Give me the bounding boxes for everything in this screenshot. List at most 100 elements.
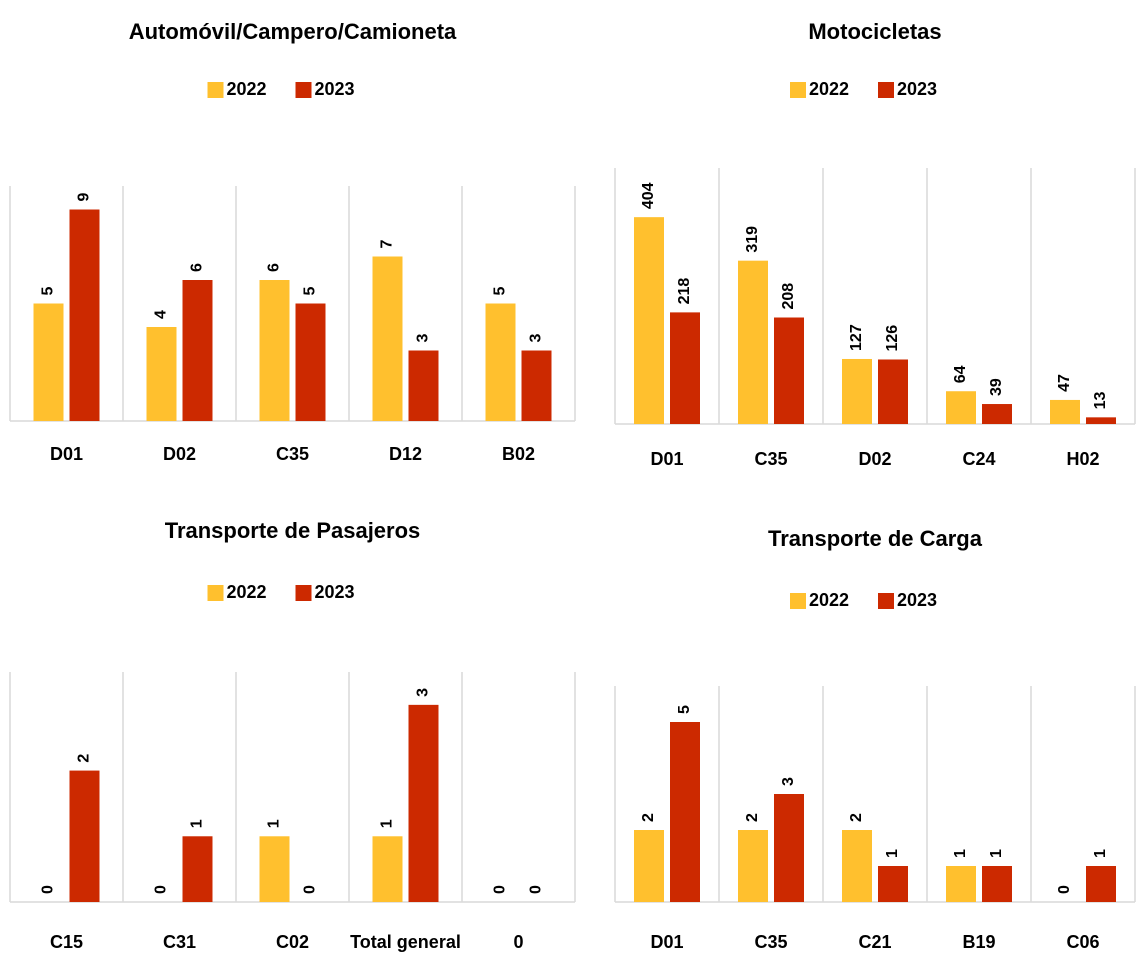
chart: Transporte de Carga 2022 2023 D01 2 5 C35 2 3 C21… (614, 526, 1136, 952)
legend-label: 2023 (315, 582, 355, 602)
data-label: 0 (153, 885, 170, 894)
chart: Motocicletas 2022 2023 D01 404 218 C35 319 208 D0… (614, 19, 1136, 469)
chart-title: Transporte de Carga (768, 526, 983, 551)
bar (69, 209, 100, 421)
data-label: 208 (780, 283, 797, 310)
data-label: 4 (153, 310, 170, 319)
x-tick-label: C35 (276, 444, 309, 464)
legend-swatch (790, 593, 806, 609)
bar (842, 830, 872, 902)
legend-swatch (207, 82, 224, 98)
data-label: 1 (379, 819, 396, 828)
x-tick-label: B02 (502, 444, 535, 464)
bar (634, 217, 664, 424)
bar (878, 866, 908, 902)
legend-label: 2022 (809, 590, 849, 610)
data-label: 1 (988, 849, 1005, 858)
bar (670, 722, 700, 902)
bar (842, 358, 872, 424)
data-label: 1 (266, 819, 283, 828)
x-tick-label: C06 (1066, 932, 1099, 952)
chart-title: Motocicletas (808, 19, 941, 44)
bar (738, 830, 768, 902)
data-label: 404 (640, 182, 657, 209)
data-label: 3 (528, 334, 545, 343)
data-label: 5 (492, 287, 509, 296)
bar (738, 260, 768, 424)
bar (774, 794, 804, 902)
bar (521, 350, 552, 421)
x-tick-label: D01 (50, 444, 83, 464)
bar (372, 256, 403, 421)
data-label: 1 (1092, 849, 1109, 858)
bar (670, 312, 700, 424)
x-tick-label: C31 (163, 932, 196, 952)
chart: Transporte de Pasajeros 2022 2023 C15 0 2 C31 0… (9, 518, 576, 952)
data-label: 126 (884, 325, 901, 352)
data-label: 2 (76, 754, 93, 763)
bar (634, 830, 664, 902)
bar (146, 327, 177, 421)
x-tick-label: C21 (858, 932, 891, 952)
bar (946, 866, 976, 902)
data-label: 64 (952, 365, 969, 383)
x-tick-label: C35 (754, 449, 787, 469)
data-label: 47 (1056, 374, 1073, 392)
bar (878, 359, 908, 424)
bar (259, 280, 290, 421)
x-tick-label: C35 (754, 932, 787, 952)
data-label: 218 (676, 278, 693, 305)
data-label: 127 (848, 324, 865, 351)
data-label: 6 (189, 263, 206, 272)
x-tick-label: H02 (1066, 449, 1099, 469)
data-label: 0 (302, 885, 319, 894)
bar (295, 303, 326, 421)
bar (485, 303, 516, 421)
data-label: 0 (528, 885, 545, 894)
data-label: 5 (302, 287, 319, 296)
x-tick-label: D02 (858, 449, 891, 469)
legend-swatch (878, 82, 894, 98)
legend-label: 2023 (897, 79, 937, 99)
legend-label: 2023 (897, 590, 937, 610)
data-label: 0 (1056, 885, 1073, 894)
chart-title: Transporte de Pasajeros (165, 518, 421, 543)
bar (182, 836, 213, 902)
data-label: 2 (848, 813, 865, 822)
bar (1086, 866, 1116, 902)
bar (1050, 399, 1080, 424)
data-label: 3 (780, 777, 797, 786)
bar (372, 836, 403, 902)
data-label: 5 (40, 287, 57, 296)
x-tick-label: Total general (350, 932, 461, 952)
bar (1086, 417, 1116, 424)
x-tick-label: C15 (50, 932, 83, 952)
bar (946, 391, 976, 424)
legend-label: 2022 (809, 79, 849, 99)
data-label: 1 (189, 819, 206, 828)
data-label: 9 (76, 193, 93, 202)
legend-swatch (295, 82, 312, 98)
data-label: 6 (266, 263, 283, 272)
x-tick-label: D01 (650, 449, 683, 469)
x-tick-label: B19 (962, 932, 995, 952)
bar (982, 866, 1012, 902)
bar (33, 303, 64, 421)
data-label: 3 (415, 688, 432, 697)
bar (774, 317, 804, 424)
data-label: 1 (884, 849, 901, 858)
legend-label: 2022 (227, 79, 267, 99)
data-label: 5 (676, 705, 693, 714)
legend-label: 2023 (315, 79, 355, 99)
data-label: 7 (379, 240, 396, 249)
legend-swatch (207, 585, 224, 601)
data-label: 13 (1092, 391, 1109, 409)
data-label: 2 (744, 813, 761, 822)
x-tick-label: D01 (650, 932, 683, 952)
legend-swatch (790, 82, 806, 98)
data-label: 319 (744, 226, 761, 253)
chart: Automóvil/Campero/Camioneta 2022 2023 D01 5 9… (9, 19, 576, 464)
bar (182, 280, 213, 421)
data-label: 1 (952, 849, 969, 858)
